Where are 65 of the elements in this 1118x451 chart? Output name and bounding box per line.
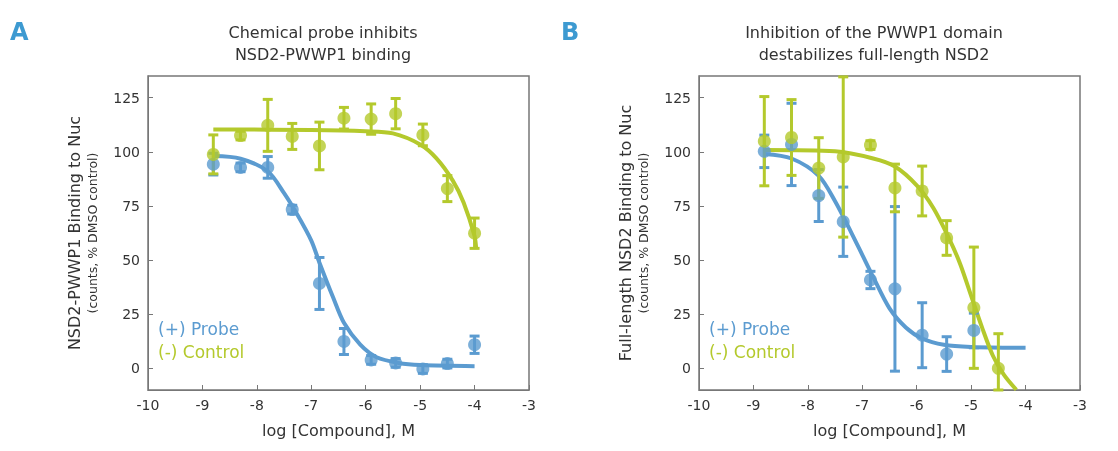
point [416, 128, 430, 142]
y-tick-label: 75 [122, 197, 140, 214]
point [991, 361, 1005, 375]
chart-title: Chemical probe inhibits NSD2-PWWP1 binding [228, 22, 418, 64]
x-tick-label: -10 [687, 397, 711, 413]
y-axis-title: Full-length NSD2 Binding to Nuc (counts, % DMSO control) [615, 104, 651, 362]
point [940, 347, 954, 361]
y-tick-label: 50 [122, 252, 140, 269]
text: (+) Probe [158, 318, 240, 339]
x-tick-label: -5 [413, 397, 428, 413]
x-tick-label: -4 [467, 397, 482, 413]
point [863, 273, 877, 287]
point [836, 150, 850, 164]
x-axis-title: log [Compound], M [813, 420, 966, 440]
x-tick-label: -10 [136, 397, 160, 413]
point [312, 139, 326, 153]
y-tick-label: 0 [131, 360, 140, 377]
y-axis-title: NSD2-PWWP1 Binding to Nuc (counts, % DMSO control) [64, 115, 100, 351]
point [836, 215, 850, 229]
y-tick-label: 0 [682, 360, 691, 377]
point [785, 131, 799, 144]
point [312, 276, 326, 290]
point [261, 160, 275, 174]
x-tick-label: -6 [358, 397, 373, 413]
text: (-) Control [158, 341, 245, 362]
chart-title: Inhibition of the PWWP1 domain destabilizes full-length NSD2 [745, 22, 1003, 64]
point [389, 107, 403, 121]
x-tick-label: -3 [522, 397, 536, 413]
point [337, 335, 351, 348]
text: B [561, 18, 580, 46]
point [888, 282, 902, 296]
x-tick-label: -9 [195, 397, 210, 413]
x-tick-label: -7 [304, 397, 319, 413]
point [915, 184, 929, 198]
point [468, 226, 482, 240]
point [285, 129, 299, 143]
y-tick-label: 25 [122, 306, 140, 323]
point [337, 111, 351, 125]
x-tick-label: -6 [909, 397, 924, 413]
text: (+) Probe [709, 318, 791, 339]
x-tick-label: -8 [249, 397, 264, 413]
point [888, 181, 902, 195]
point [261, 118, 275, 132]
x-tick-label: -4 [1018, 397, 1033, 413]
x-tick-label: -9 [746, 397, 761, 413]
x-tick-label: -3 [1073, 397, 1087, 413]
point [440, 182, 454, 196]
point [468, 338, 482, 352]
point [364, 112, 378, 126]
x-tick-label: -8 [800, 397, 815, 413]
y-tick-label: 125 [113, 89, 140, 106]
point [915, 328, 929, 342]
y-tick-label: 25 [673, 306, 691, 323]
x-tick-label: -5 [964, 397, 979, 413]
text: A [10, 18, 29, 46]
y-tick-label: 125 [664, 89, 691, 106]
text: (-) Control [709, 341, 796, 362]
x-axis-title: log [Compound], M [262, 420, 415, 440]
y-tick-label: 50 [673, 252, 691, 269]
point [940, 231, 954, 245]
y-tick-label: 100 [113, 143, 140, 160]
x-tick-label: -7 [855, 397, 870, 413]
point [967, 323, 981, 337]
y-tick-label: 100 [664, 143, 691, 160]
y-tick-label: 75 [673, 197, 691, 214]
